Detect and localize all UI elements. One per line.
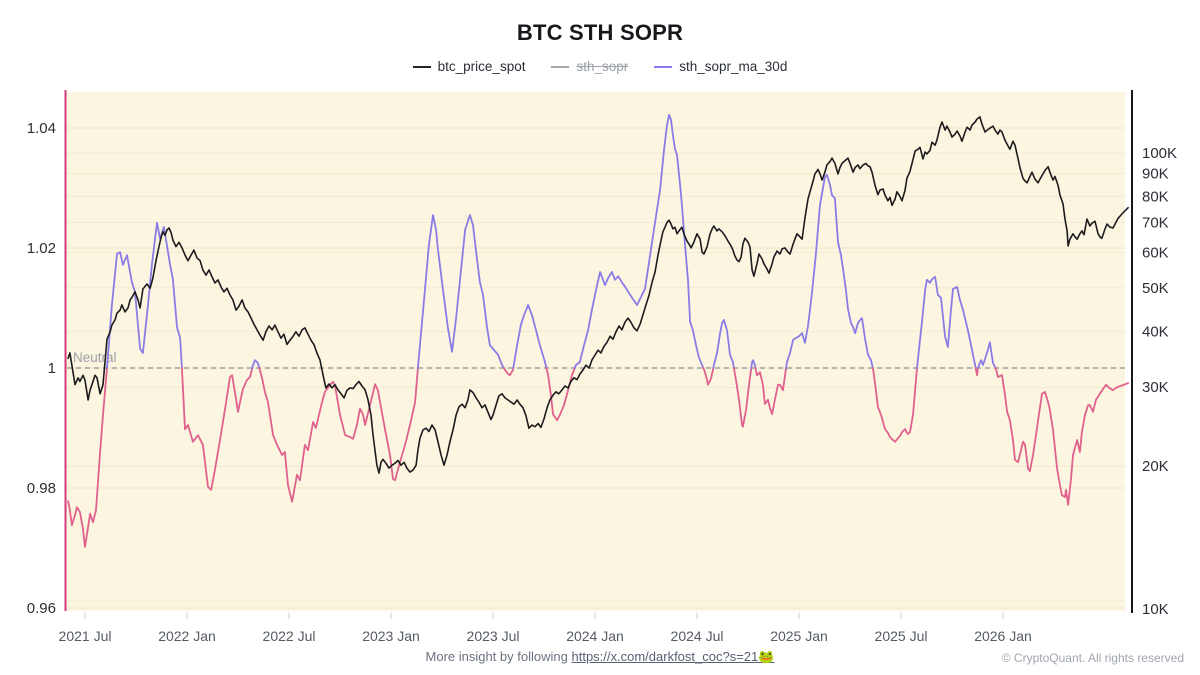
right-axis-tick-label: 60K (1142, 244, 1169, 261)
legend-label: btc_price_spot (437, 59, 526, 74)
right-axis-tick-label: 70K (1142, 214, 1169, 231)
legend-swatch-icon (551, 65, 570, 68)
x-axis-tick-label: 2022 Jan (158, 628, 216, 644)
copyright: © CryptoQuant. All rights reserved (1001, 651, 1184, 665)
legend-item-btc_price_spot[interactable]: btc_price_spot (412, 59, 526, 74)
right-axis-tick-label: 30K (1142, 379, 1169, 396)
x-axis-tick-label: 2025 Jul (875, 628, 928, 644)
x-axis-tick-label: 2026 Jan (974, 628, 1032, 644)
right-axis-tick-label: 80K (1142, 188, 1169, 205)
left-axis-tick-label: 0.98 (27, 480, 56, 497)
x-axis-tick-label: 2025 Jan (770, 628, 828, 644)
right-axis-tick-label: 100K (1142, 145, 1177, 162)
left-axis-tick-label: 0.96 (27, 600, 56, 617)
x-axis-tick-label: 2024 Jul (671, 628, 724, 644)
legend-swatch-icon (654, 65, 673, 68)
right-axis-tick-label: 90K (1142, 165, 1169, 182)
x-axis-tick-label: 2023 Jan (362, 628, 420, 644)
footer-note-text: More insight by following (425, 649, 572, 664)
left-axis-tick-label: 1.02 (27, 240, 56, 257)
legend-item-sth_sopr[interactable]: sth_sopr (551, 59, 628, 74)
right-axis-tick-label: 20K (1142, 458, 1169, 475)
x-axis-tick-label: 2023 Jul (467, 628, 520, 644)
x-axis-tick-label: 2024 Jan (566, 628, 624, 644)
right-axis-tick-label: 50K (1142, 280, 1169, 297)
chart-legend: btc_price_spot sth_sopr sth_sopr_ma_30d (0, 59, 1200, 74)
right-axis-tick-label: 10K (1142, 601, 1169, 618)
footer-link[interactable]: https://x.com/darkfost_coc?s=21🐸 (571, 649, 775, 664)
legend-label: sth_sopr (576, 59, 629, 74)
x-axis-tick-label: 2021 Jul (59, 628, 112, 644)
legend-label: sth_sopr_ma_30d (679, 59, 788, 74)
legend-swatch-icon (412, 65, 431, 68)
right-axis-tick-label: 40K (1142, 323, 1169, 340)
neutral-annotation-label: Neutral (73, 350, 117, 365)
x-axis-tick-label: 2022 Jul (263, 628, 316, 644)
left-axis-tick-label: 1 (48, 360, 56, 377)
left-axis-tick-label: 1.04 (27, 120, 56, 137)
legend-item-sth_sopr_ma_30d[interactable]: sth_sopr_ma_30d (654, 59, 787, 74)
page-title: BTC STH SOPR (516, 20, 684, 45)
footer-note: More insight by following https://x.com/… (0, 649, 1200, 665)
